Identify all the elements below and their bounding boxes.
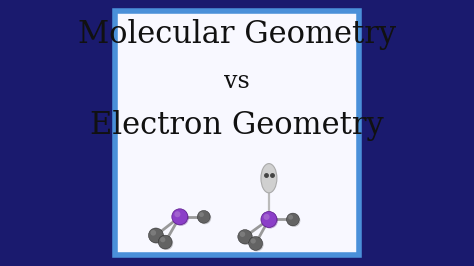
Circle shape <box>172 209 188 225</box>
Circle shape <box>149 229 164 244</box>
Circle shape <box>250 238 264 251</box>
Circle shape <box>239 231 253 245</box>
Circle shape <box>160 237 165 242</box>
Circle shape <box>286 213 299 226</box>
Circle shape <box>148 228 164 243</box>
Circle shape <box>199 212 204 217</box>
Circle shape <box>174 211 181 217</box>
Circle shape <box>288 214 301 227</box>
Circle shape <box>264 214 270 220</box>
Circle shape <box>238 230 252 244</box>
Text: Molecular Geometry: Molecular Geometry <box>78 19 396 50</box>
FancyBboxPatch shape <box>115 11 359 255</box>
Circle shape <box>251 238 256 244</box>
Circle shape <box>288 215 293 220</box>
Circle shape <box>150 230 156 236</box>
Circle shape <box>197 210 210 223</box>
Circle shape <box>158 235 172 249</box>
Circle shape <box>262 213 278 228</box>
Circle shape <box>199 211 211 224</box>
Circle shape <box>261 211 277 227</box>
Circle shape <box>240 231 245 237</box>
Circle shape <box>173 210 189 226</box>
Ellipse shape <box>261 164 277 193</box>
Text: Electron Geometry: Electron Geometry <box>90 110 384 140</box>
Circle shape <box>249 236 263 250</box>
Text: vs: vs <box>224 70 250 93</box>
Circle shape <box>159 236 173 250</box>
